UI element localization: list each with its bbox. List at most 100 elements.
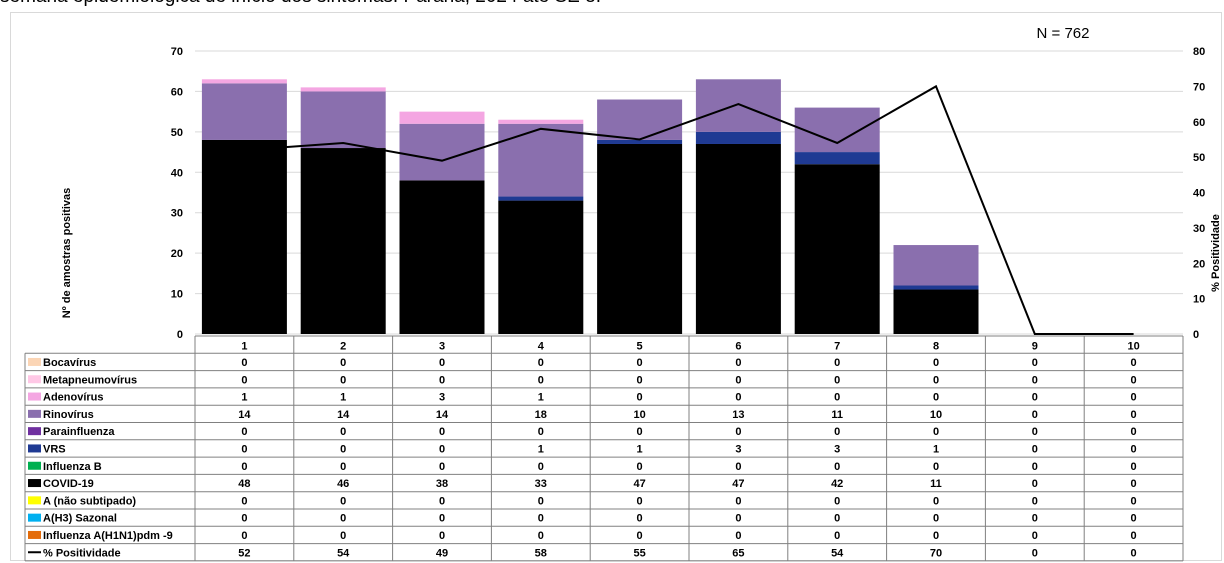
data-label: 0 [735, 392, 741, 404]
data-label: 0 [241, 426, 247, 438]
y2-tick-label: 30 [1193, 223, 1205, 235]
bar-segment [498, 120, 583, 124]
data-label: 0 [1032, 530, 1038, 542]
legend-label: Influenza A(H1N1)pdm -9 [43, 530, 173, 542]
data-label: 0 [1032, 495, 1038, 507]
y2-axis-title: % Positividade [1210, 214, 1222, 292]
data-label: 0 [1032, 392, 1038, 404]
data-label: 48 [238, 478, 250, 490]
bar-segment [301, 87, 386, 91]
data-label: 0 [538, 530, 544, 542]
data-label: 0 [933, 530, 939, 542]
data-label: 0 [735, 461, 741, 473]
data-label: 0 [340, 426, 346, 438]
data-label: 47 [732, 478, 744, 490]
y-tick-label: 50 [171, 127, 183, 139]
data-label: 0 [637, 374, 643, 386]
data-label: 0 [538, 461, 544, 473]
data-label: 0 [1032, 426, 1038, 438]
data-label: 3 [834, 443, 840, 455]
data-label: 1 [538, 392, 544, 404]
data-label: 0 [1131, 392, 1137, 404]
data-label: 0 [834, 426, 840, 438]
data-label: 0 [538, 426, 544, 438]
y2-tick-label: 50 [1193, 152, 1205, 164]
data-label: 0 [241, 513, 247, 525]
legend-key [28, 427, 41, 435]
data-label: 14 [436, 409, 449, 421]
y2-tick-label: 0 [1193, 329, 1199, 341]
data-label: 0 [933, 392, 939, 404]
legend-key [28, 496, 41, 504]
data-label: 46 [337, 478, 349, 490]
bar-segment [696, 79, 781, 132]
data-label: 49 [436, 547, 448, 559]
data-label: 0 [1131, 461, 1137, 473]
data-label: 0 [735, 374, 741, 386]
x-tick-label: 10 [1127, 340, 1139, 352]
data-label: 0 [538, 357, 544, 369]
data-label: 0 [834, 530, 840, 542]
x-tick-label: 6 [735, 340, 741, 352]
data-label: 55 [633, 547, 645, 559]
data-label: 0 [1032, 547, 1038, 559]
data-label: 0 [735, 530, 741, 542]
data-label: 11 [831, 409, 843, 421]
data-label: 1 [637, 443, 643, 455]
y2-tick-label: 10 [1193, 294, 1205, 306]
data-label: 54 [831, 547, 844, 559]
data-label: 0 [241, 495, 247, 507]
data-label: 10 [633, 409, 645, 421]
data-label: 0 [735, 426, 741, 438]
data-label: 0 [637, 357, 643, 369]
data-label: 0 [340, 461, 346, 473]
data-label: 0 [1131, 478, 1137, 490]
data-label: 13 [732, 409, 744, 421]
data-label: 1 [241, 392, 247, 404]
data-label: 0 [1032, 357, 1038, 369]
data-label: 3 [735, 443, 741, 455]
data-label: 11 [930, 478, 942, 490]
data-label: 0 [1032, 409, 1038, 421]
data-label: 0 [439, 461, 445, 473]
legend-label: % Positividade [43, 547, 121, 559]
legend-key [28, 358, 41, 366]
data-label: 0 [637, 513, 643, 525]
data-label: 0 [637, 392, 643, 404]
bar-segment [498, 197, 583, 201]
data-label: 0 [538, 513, 544, 525]
data-label: 0 [538, 374, 544, 386]
legend-key [28, 479, 41, 487]
data-label: 70 [930, 547, 942, 559]
x-tick-label: 9 [1032, 340, 1038, 352]
data-label: 3 [439, 392, 445, 404]
bar-segment [894, 245, 979, 285]
x-tick-label: 5 [637, 340, 643, 352]
x-tick-label: 4 [538, 340, 545, 352]
data-label: 0 [933, 374, 939, 386]
n-annotation: N = 762 [1037, 25, 1090, 42]
bar-segment [696, 144, 781, 334]
y-axis-title: Nº de amostras positivas [61, 188, 73, 319]
data-label: 0 [735, 357, 741, 369]
y2-tick-label: 60 [1193, 117, 1205, 129]
bar-segment [400, 112, 485, 124]
data-label: 33 [535, 478, 547, 490]
y-tick-label: 0 [177, 329, 183, 341]
bar-segment [795, 152, 880, 164]
data-label: 0 [241, 357, 247, 369]
bar-segment [498, 124, 583, 197]
bar-segment [894, 290, 979, 334]
data-label: 14 [337, 409, 350, 421]
legend-label: A(H3) Sazonal [43, 513, 117, 525]
legend-label: Metapneumovírus [43, 374, 137, 386]
legend-label: A (não subtipado) [43, 495, 136, 507]
data-label: 0 [933, 357, 939, 369]
bar-segment [795, 108, 880, 152]
data-label: 0 [1131, 426, 1137, 438]
data-label: 0 [241, 530, 247, 542]
bar-segment [597, 140, 682, 144]
legend-key [28, 410, 41, 418]
data-label: 0 [538, 495, 544, 507]
data-label: 0 [1131, 530, 1137, 542]
